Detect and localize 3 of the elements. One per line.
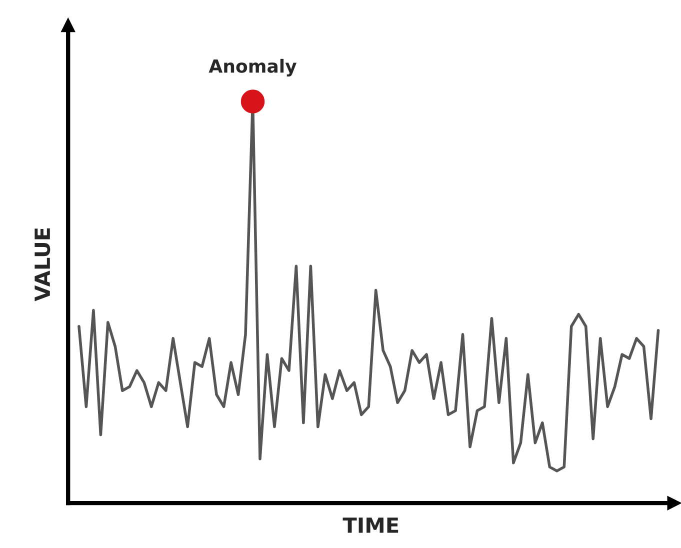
annotation: Anomaly xyxy=(208,58,297,77)
x-axis-title: TIME xyxy=(342,518,398,533)
y-axis-title: VALUE xyxy=(34,228,50,302)
